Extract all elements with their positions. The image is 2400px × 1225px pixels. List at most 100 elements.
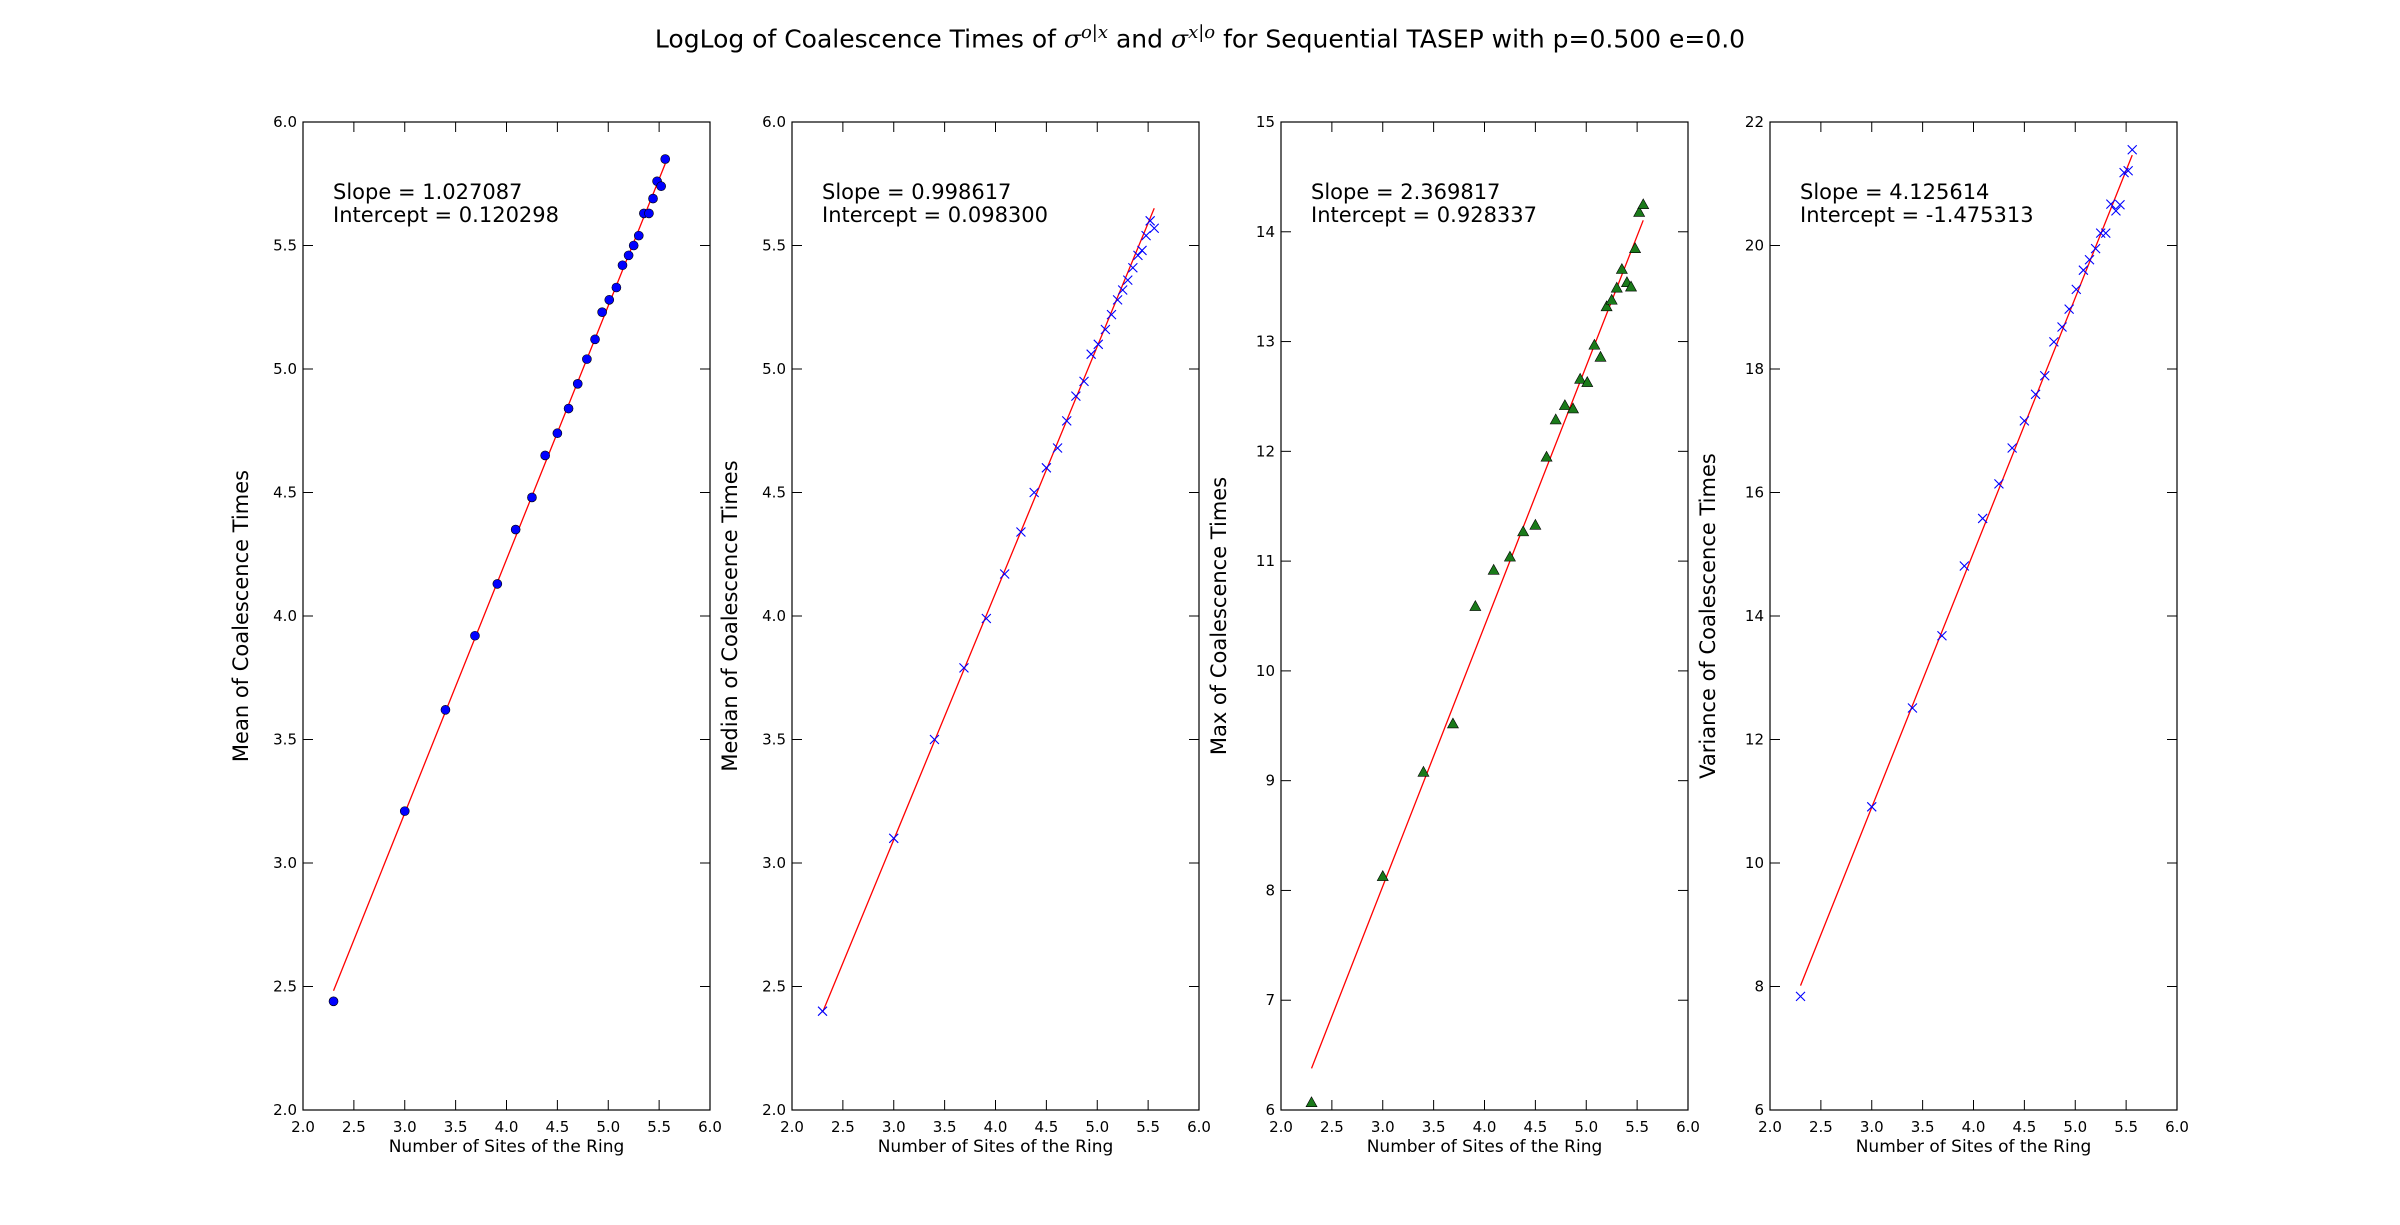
- sigma-symbol-one: σ: [1063, 24, 1081, 54]
- superscript-one: o|x: [1080, 22, 1109, 43]
- data-point: [1605, 293, 1618, 305]
- x-axis-label: Number of Sites of the Ring: [1856, 1137, 2092, 1157]
- data-point: [328, 996, 339, 1007]
- x-tick-label: 2.5: [831, 1118, 855, 1136]
- x-tick-label: 5.0: [1574, 1118, 1598, 1136]
- data-point: [1588, 338, 1601, 350]
- x-tick-label: 4.5: [1034, 1118, 1058, 1136]
- x-tick-label: 2.0: [1758, 1118, 1782, 1136]
- y-tick-label: 7: [1265, 991, 1275, 1009]
- data-point: [492, 579, 503, 589]
- data-point: [611, 282, 622, 293]
- data-point: [2048, 336, 2059, 347]
- data-point: [617, 260, 628, 271]
- fit-line: [1799, 154, 2133, 986]
- y-tick-label: 5.0: [273, 360, 297, 378]
- superscript-two: x|o: [1188, 22, 1216, 43]
- x-tick-label: 5.5: [1136, 1118, 1160, 1136]
- y-tick-label: 3.0: [273, 854, 297, 872]
- data-point: [597, 307, 607, 317]
- y-tick-label: 3.0: [762, 854, 786, 872]
- data-point: [1637, 198, 1650, 210]
- data-point: [563, 403, 574, 414]
- data-point: [1594, 350, 1607, 362]
- x-tick-label: 2.0: [291, 1118, 315, 1136]
- data-point: [929, 734, 940, 745]
- axes-frame: [302, 121, 711, 1111]
- x-tick-label: 2.5: [1809, 1118, 1833, 1136]
- y-tick-label: 11: [1256, 552, 1275, 570]
- data-point: [2064, 304, 2075, 314]
- data-point: [510, 524, 521, 535]
- subplot-4: 2.0 2.5 3.0 3.5 4.0 4.5 5.0 5.5 6.0 6 8 10 12 14 16 18 2…: [1696, 113, 2189, 1157]
- data-point: [888, 833, 899, 844]
- data-point: [1016, 527, 1026, 537]
- data-point: [572, 379, 583, 389]
- y-tick-label: 2.0: [762, 1101, 786, 1119]
- data-point: [623, 250, 634, 261]
- data-point: [604, 295, 615, 305]
- y-tick-label: 9: [1265, 772, 1275, 790]
- y-axis-label: Mean of Coalescence Times: [229, 470, 253, 762]
- x-tick-label: 2.0: [780, 1118, 804, 1136]
- x-tick-label: 3.5: [933, 1118, 957, 1136]
- y-tick-label: 14: [1256, 223, 1275, 241]
- data-point: [1581, 376, 1594, 387]
- data-point: [1977, 513, 1988, 524]
- x-tick-label: 4.0: [1962, 1118, 1986, 1136]
- data-point: [527, 492, 537, 503]
- y-tick-label: 6.0: [762, 113, 786, 131]
- data-point: [1866, 801, 1877, 812]
- data-point: [2078, 265, 2089, 276]
- x-tick-label: 4.0: [495, 1118, 519, 1136]
- data-point: [1795, 991, 1806, 1002]
- y-tick-label: 8: [1265, 881, 1275, 899]
- x-tick-label: 6.0: [1187, 1118, 1211, 1136]
- data-point: [470, 630, 480, 641]
- y-tick-label: 6: [1265, 1101, 1275, 1119]
- axes-frame: [1769, 121, 2178, 1111]
- x-axis-label: Number of Sites of the Ring: [389, 1137, 625, 1157]
- data-point: [1141, 230, 1151, 241]
- x-tick-label: 3.5: [1911, 1118, 1935, 1136]
- x-tick-label: 3.0: [882, 1118, 906, 1136]
- data-point: [981, 613, 992, 624]
- y-tick-label: 3.5: [273, 731, 297, 749]
- subplot-1: 2.0 2.5 3.0 3.5 4.0 4.5 5.0 5.5 6.0 2.0 2.5 3.0 3.5 4…: [229, 113, 722, 1157]
- data-point: [1029, 487, 1040, 498]
- x-tick-label: 5.5: [2114, 1118, 2138, 1136]
- data-point: [633, 230, 644, 241]
- data-point: [1041, 462, 1052, 473]
- x-tick-label: 3.0: [393, 1118, 417, 1136]
- y-tick-label: 6: [1754, 1101, 1764, 1119]
- y-tick-label: 15: [1256, 113, 1275, 131]
- x-tick-label: 5.0: [596, 1118, 620, 1136]
- data-point: [1137, 245, 1147, 256]
- data-point: [1517, 525, 1530, 537]
- y-axis-label: Variance of Coalescence Times: [1696, 453, 1720, 779]
- data-point: [2123, 165, 2134, 176]
- y-tick-label: 6.0: [273, 113, 297, 131]
- x-tick-label: 3.0: [1371, 1118, 1395, 1136]
- y-tick-label: 5.0: [762, 360, 786, 378]
- data-point: [2084, 254, 2095, 265]
- data-point: [1625, 280, 1638, 292]
- y-tick-label: 16: [1745, 484, 1764, 502]
- data-point: [1117, 285, 1128, 295]
- y-tick-label: 4.0: [762, 607, 786, 625]
- data-point: [1529, 518, 1542, 530]
- data-point: [1052, 443, 1063, 453]
- data-point: [648, 193, 658, 204]
- figure-title: LogLog of Coalescence Times of σo|x and …: [0, 22, 2400, 53]
- data-point: [1070, 391, 1081, 402]
- data-point: [1600, 300, 1613, 312]
- y-axis-label: Median of Coalescence Times: [718, 460, 742, 771]
- data-point: [2007, 443, 2018, 453]
- y-tick-label: 2.5: [273, 978, 297, 996]
- data-point: [1558, 399, 1571, 410]
- data-point: [552, 428, 563, 439]
- y-tick-label: 5.5: [762, 237, 786, 255]
- y-tick-label: 2.0: [273, 1101, 297, 1119]
